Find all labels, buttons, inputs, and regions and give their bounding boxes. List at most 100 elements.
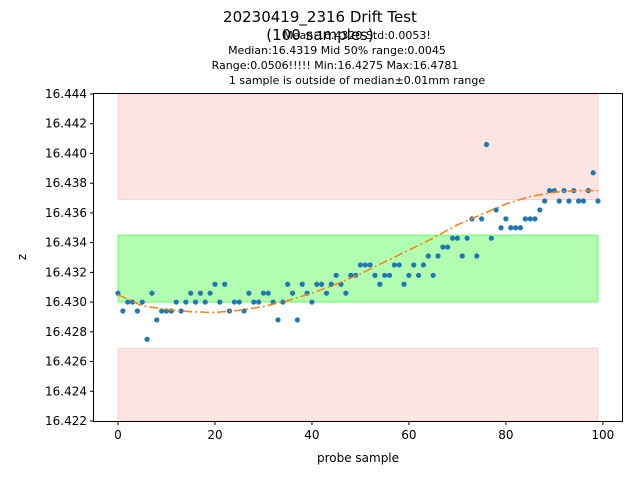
data-point (314, 281, 320, 287)
x-axis-label: probe sample (317, 451, 399, 465)
data-point (561, 188, 567, 194)
data-point (231, 299, 237, 305)
data-point (357, 262, 364, 268)
data-point (508, 225, 514, 231)
trend-line (117, 189, 598, 314)
data-point (425, 253, 431, 259)
y-tick-label: 16.422 (45, 414, 87, 428)
data-point (532, 216, 538, 222)
data-point (522, 216, 528, 222)
data-point (483, 141, 490, 148)
x-tick-label: 20 (207, 428, 222, 442)
y-axis-ticks: 16.422 16.424 16.426 16.428 16.430 16.432 16.4… (45, 87, 94, 428)
data-point (289, 290, 296, 296)
data-point (411, 262, 417, 268)
data-point (251, 299, 257, 305)
data-point (566, 198, 572, 204)
data-point (139, 299, 145, 305)
y-tick-label: 16.438 (45, 176, 87, 190)
data-point (275, 317, 281, 323)
data-point (546, 188, 553, 194)
band-lower-out-of-range (117, 347, 599, 422)
data-point (333, 272, 339, 278)
data-point (372, 272, 378, 278)
data-point (498, 225, 504, 231)
data-point (319, 281, 325, 287)
data-point (188, 290, 194, 296)
data-point (576, 198, 582, 204)
data-point (246, 290, 252, 296)
x-tick-label: 40 (304, 428, 319, 442)
data-point (488, 235, 494, 241)
y-axis-label: z (15, 254, 29, 260)
data-point (265, 290, 271, 296)
data-point (149, 290, 155, 296)
data-point (192, 299, 199, 305)
data-point (125, 299, 131, 305)
data-point (440, 244, 446, 250)
data-point (299, 281, 305, 287)
stats-line-outliers: 1 sample is outside of median±0.01mm ran… (228, 74, 486, 87)
data-point (537, 207, 543, 213)
data-point (343, 290, 349, 296)
data-point (129, 299, 136, 305)
data-point (435, 253, 441, 259)
y-tick-label: 16.428 (45, 325, 87, 339)
y-tick-label: 16.442 (45, 117, 87, 131)
stats-line-range: Range:0.0506!!!!! Min:16.4275 Max:16.478… (211, 59, 459, 72)
y-tick-label: 16.426 (45, 355, 87, 369)
data-point (556, 198, 562, 204)
range-bands (117, 93, 599, 422)
chart-subtitle: (100 samples) (266, 26, 374, 44)
data-point (309, 299, 315, 305)
x-tick-label: 0 (114, 428, 122, 442)
y-tick-label: 16.436 (45, 206, 87, 220)
stats-line-mean: Mean:16.4320 Std:0.0053! (283, 29, 431, 42)
data-point (430, 272, 436, 278)
data-point (595, 198, 601, 204)
data-point (154, 317, 160, 323)
y-tick-label: 16.434 (45, 236, 87, 250)
y-tick-label: 16.432 (45, 265, 87, 279)
data-point (416, 272, 422, 278)
y-tick-label: 16.430 (45, 295, 87, 309)
data-point (173, 299, 179, 305)
data-point (449, 235, 456, 241)
trend-curve (117, 189, 598, 314)
data-point (285, 281, 291, 287)
data-point (459, 253, 465, 259)
data-point (212, 281, 218, 287)
data-point (406, 272, 412, 278)
data-point (144, 336, 150, 342)
data-point (222, 281, 228, 287)
data-point (377, 281, 383, 287)
data-point (260, 290, 267, 296)
data-point (420, 262, 427, 268)
x-tick-label: 80 (498, 428, 513, 442)
data-point (323, 290, 330, 296)
data-point (479, 216, 485, 222)
stats-line-median: Median:16.4319 Mid 50% range:0.0045 (228, 44, 446, 57)
data-point (202, 299, 208, 305)
data-point (454, 235, 460, 241)
data-point (256, 299, 262, 305)
x-tick-label: 100 (591, 428, 614, 442)
data-point (183, 299, 189, 305)
x-tick-label: 60 (401, 428, 416, 442)
data-point (178, 308, 184, 314)
data-point (134, 308, 140, 314)
data-point (120, 308, 126, 314)
data-point (207, 290, 213, 296)
data-point (382, 272, 388, 278)
y-tick-label: 16.424 (45, 384, 87, 398)
data-point (512, 225, 519, 231)
x-axis-ticks: 0 20 40 60 80 100 (114, 421, 614, 442)
data-point (391, 262, 397, 268)
plot-frame (93, 93, 623, 422)
data-point (542, 198, 548, 204)
data-point (464, 235, 470, 241)
data-point (401, 281, 407, 287)
data-point (197, 290, 204, 296)
data-point (445, 244, 451, 250)
